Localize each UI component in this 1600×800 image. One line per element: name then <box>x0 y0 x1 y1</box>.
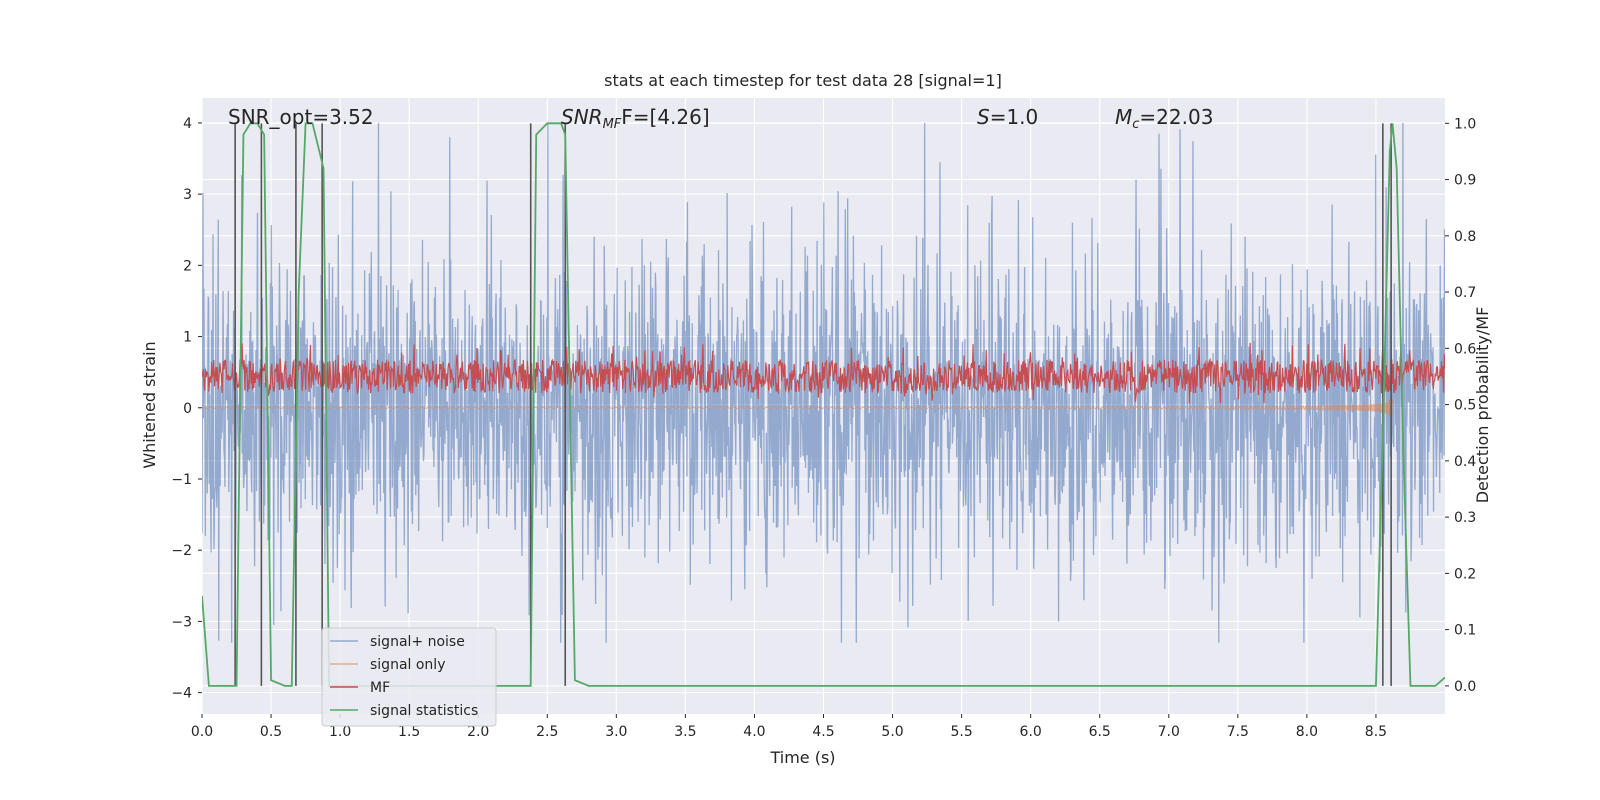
x-tick-label: 0.5 <box>260 724 282 740</box>
y2-tick-label: 0.5 <box>1454 398 1476 414</box>
annotation-s-symbol: S <box>977 105 990 129</box>
legend-label-signal-statistics: signal statistics <box>370 703 478 719</box>
annotation-snr-opt: SNR_opt=3.52 <box>228 105 374 129</box>
y2-tick-label: 0.1 <box>1454 623 1476 639</box>
legend-label-signal-only: signal only <box>370 657 445 673</box>
x-tick-label: 5.0 <box>881 724 903 740</box>
legend-label-signal-noise: signal+ noise <box>370 634 465 650</box>
y2-axis-label: Detection probability/MF <box>1473 307 1492 504</box>
x-tick-label: 4.5 <box>812 724 834 740</box>
annotation-s-value: =1.0 <box>990 105 1039 129</box>
y2-tick-label: 0.7 <box>1454 285 1476 301</box>
x-tick-label: 8.5 <box>1365 724 1387 740</box>
annotation-snr-mf-subscript: MF <box>603 117 622 132</box>
x-tick-label: 3.0 <box>605 724 627 740</box>
annotation-snr-mf: SNRMFF=[4.26] <box>561 105 710 132</box>
x-tick-label: 5.5 <box>950 724 972 740</box>
series-signal-statistics-line <box>202 122 1445 687</box>
x-tick-label: 8.0 <box>1296 724 1318 740</box>
y-tick-label: −4 <box>171 686 192 702</box>
x-tick-label: 1.5 <box>398 724 420 740</box>
legend: signal+ noise signal only MF signal stat… <box>321 627 497 727</box>
y-tick-label: 4 <box>183 116 192 132</box>
x-tick-label: 3.5 <box>674 724 696 740</box>
annotation-mc: Mc=22.03 <box>1115 105 1213 132</box>
legend-label-mf: MF <box>370 680 390 696</box>
y2-tick-label: 1.0 <box>1454 116 1476 132</box>
y-tick-label: −3 <box>171 614 192 630</box>
y-tick-label: 0 <box>183 401 192 417</box>
y2-tick-label: 0.6 <box>1454 341 1476 357</box>
x-tick-label: 7.0 <box>1158 724 1180 740</box>
x-tick-label: 2.0 <box>467 724 489 740</box>
annotation-mc-value: =22.03 <box>1139 105 1213 129</box>
y2-tick-label: 0.2 <box>1454 566 1476 582</box>
y-tick-label: −2 <box>171 543 192 559</box>
series-layer <box>202 122 1445 687</box>
y-tick-label: 3 <box>183 187 192 203</box>
annotation-snr-mf-symbol: SNR <box>561 105 603 129</box>
series-signal-only-line <box>202 398 1394 420</box>
y2-tick-label: 0.0 <box>1454 679 1476 695</box>
x-tick-label: 1.0 <box>329 724 351 740</box>
y2-tick-label: 0.8 <box>1454 229 1476 245</box>
x-axis-label: Time (s) <box>769 748 835 767</box>
legend-box <box>321 627 497 727</box>
y2-tick-label: 0.9 <box>1454 173 1476 189</box>
annotation-s: S=1.0 <box>977 105 1038 129</box>
annotation-mc-symbol: M <box>1115 105 1132 129</box>
y-tick-label: 1 <box>183 330 192 346</box>
y-axis-label: Whitened strain <box>140 341 159 468</box>
ticks: 0.0 0.5 1.0 1.5 2.0 2.5 3.0 3.5 4.0 4.5 5.0 5.5 6.0 6… <box>171 116 1476 740</box>
x-tick-label: 6.5 <box>1089 724 1111 740</box>
series-mf-line <box>202 342 1445 404</box>
x-tick-label: 0.0 <box>191 724 213 740</box>
chart-title: stats at each timestep for test data 28 … <box>604 71 1002 90</box>
annotation-snr-mf-value: F=[4.26] <box>621 105 709 129</box>
annotation-mc-subscript: c <box>1132 117 1139 132</box>
y2-tick-label: 0.4 <box>1454 454 1476 470</box>
y-tick-label: 2 <box>183 258 192 274</box>
y2-tick-label: 0.3 <box>1454 510 1476 526</box>
x-tick-label: 7.5 <box>1227 724 1249 740</box>
x-tick-label: 2.5 <box>536 724 558 740</box>
x-tick-label: 6.0 <box>1020 724 1042 740</box>
x-tick-label: 4.0 <box>743 724 765 740</box>
y-tick-label: −1 <box>171 472 192 488</box>
